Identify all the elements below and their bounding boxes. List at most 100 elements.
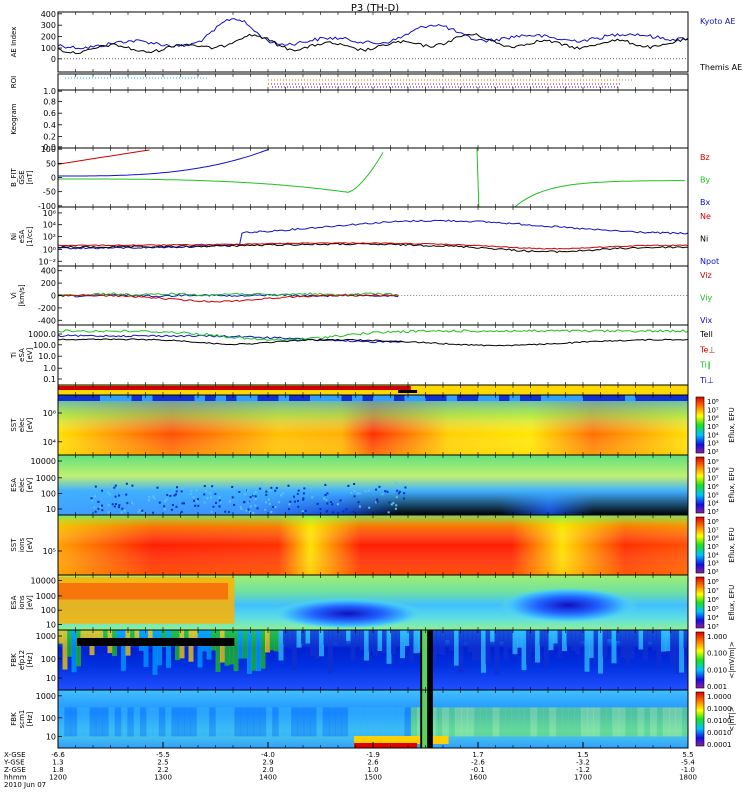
- fbk-efp-bin: [197, 630, 203, 668]
- fbk-scm-bin: [146, 707, 153, 737]
- esa-elec-noise: [287, 508, 290, 511]
- esa-elec-noise: [214, 501, 217, 504]
- fbk-efp-bin: [557, 630, 563, 658]
- esa-elec-noise: [395, 504, 398, 507]
- y-axis-label: Ni: [10, 233, 18, 240]
- x-axis-row-label: X-GSE: [4, 751, 26, 759]
- colorbar-label: Eflux, EFU: [728, 467, 736, 502]
- x-axis-value: -4.0: [261, 751, 275, 759]
- fbk-efp-bin: [382, 630, 387, 654]
- esa-elec-noise: [130, 502, 133, 505]
- esa-elec-noise: [254, 495, 257, 498]
- esa-elec-noise: [402, 497, 405, 500]
- fbk-scm-bin: [209, 707, 216, 737]
- esa-elec-noise: [117, 506, 120, 509]
- esa-elec-noise: [395, 482, 398, 485]
- esa-elec-noise: [296, 492, 299, 495]
- fbk-efp-bin: [116, 630, 122, 641]
- fbk-scm-bin: [360, 707, 368, 737]
- x-axis-value: 2.0: [262, 766, 273, 774]
- y-tick-label: 10⁶: [43, 209, 56, 218]
- y-axis-label: efp12: [18, 650, 26, 670]
- esa-elec-noise: [342, 510, 345, 513]
- esa-elec-noise: [113, 505, 116, 508]
- sst-elec-top-bin: [362, 395, 373, 401]
- y-tick-label: 10⁶: [43, 409, 56, 418]
- sst-elec-top-bin: [415, 395, 426, 401]
- y-axis-label: ESA: [10, 595, 18, 609]
- fbk-scm-bin: [373, 707, 380, 737]
- esa-elec-noise: [254, 491, 257, 494]
- y-axis-label: ROI: [10, 76, 18, 88]
- esa-elec-noise: [94, 485, 97, 488]
- fbk-scm-bin: [247, 707, 254, 737]
- esa-elec-noise: [210, 496, 213, 499]
- y-axis-label: scm1: [18, 710, 26, 729]
- fbk-scm-bin: [473, 707, 481, 737]
- x-axis-value: 1800: [679, 774, 697, 782]
- esa-elec-noise: [249, 511, 252, 514]
- esa-elec-noise: [272, 485, 275, 488]
- esa-elec-noise: [336, 503, 339, 506]
- fbk-scm-bin: [436, 707, 443, 737]
- y-tick-label: 10: [46, 621, 56, 630]
- plot-title: P3 (TH-D): [351, 3, 399, 14]
- y-axis-label: Ti: [10, 352, 18, 359]
- esa-elec-noise: [203, 493, 206, 496]
- fbk-efp-bin: [602, 630, 608, 657]
- esa-elec-noise: [368, 506, 371, 509]
- sst-elec-top-bin: [142, 395, 153, 401]
- sst-elec-top-bin: [404, 395, 415, 401]
- esa-elec-noise: [240, 507, 243, 510]
- esa-elec-noise: [303, 487, 306, 490]
- esa-elec-noise: [101, 504, 104, 507]
- esa-elec-noise: [228, 500, 231, 503]
- esa-elec-noise: [293, 495, 296, 498]
- esa_e-spectrogram-overlay: [58, 455, 688, 515]
- y-tick-label: 10²: [43, 233, 56, 242]
- fbk-efp-bin: [413, 630, 419, 654]
- esa-elec-noise: [109, 493, 112, 496]
- fbk-scm-bin: [259, 707, 267, 737]
- fbk-efp-bin: [80, 630, 86, 643]
- esa-elec-noise: [131, 484, 134, 487]
- esa-elec-noise: [252, 511, 255, 514]
- x-axis-value: 1400: [259, 774, 277, 782]
- panel-frame-ti: [57, 324, 689, 386]
- esa-elec-noise: [254, 497, 257, 500]
- esa-elec-noise: [260, 482, 263, 485]
- esa-elec-noise: [125, 493, 128, 496]
- colorbar-sst_e: [695, 396, 705, 454]
- fbk-efp-bin: [683, 630, 689, 649]
- fbk-efp-bin: [431, 630, 437, 663]
- fbk-efp-bin: [449, 630, 455, 651]
- esa-elec-noise: [107, 511, 110, 514]
- fbk-efp-bin: [319, 630, 324, 657]
- esa-elec-noise: [175, 490, 178, 493]
- esa-elec-noise: [174, 493, 177, 496]
- legend-vi: Vix: [700, 316, 713, 325]
- y-tick-label: 50: [46, 159, 56, 168]
- esa-elec-noise: [396, 489, 399, 492]
- esa-elec-noise: [388, 501, 391, 504]
- esa-elec-noise: [384, 490, 387, 493]
- esa-elec-noise: [277, 501, 280, 504]
- fbk-scm-bin: [190, 707, 198, 737]
- fbk-efp-bin: [661, 630, 666, 652]
- esa-elec-noise: [324, 494, 327, 497]
- x-axis-value: -1.2: [576, 766, 590, 774]
- esa-elec-noise: [353, 495, 356, 498]
- esa-elec-noise: [212, 485, 215, 488]
- y-axis-label: [km/s]: [18, 284, 26, 307]
- sst-elec-top-bin: [152, 395, 163, 401]
- fbk-efp-bin: [598, 630, 603, 674]
- fbk-scm-bin: [454, 707, 462, 737]
- esa-elec-noise: [397, 487, 400, 490]
- y-axis-label: GSE: [18, 170, 26, 184]
- esa-elec-noise: [395, 496, 398, 499]
- fbk-scm-bin: [184, 707, 191, 737]
- esa-elec-noise: [302, 497, 305, 500]
- y-tick-label: 0.0: [43, 143, 56, 152]
- sst_i-spectrogram-overlay: [58, 515, 688, 575]
